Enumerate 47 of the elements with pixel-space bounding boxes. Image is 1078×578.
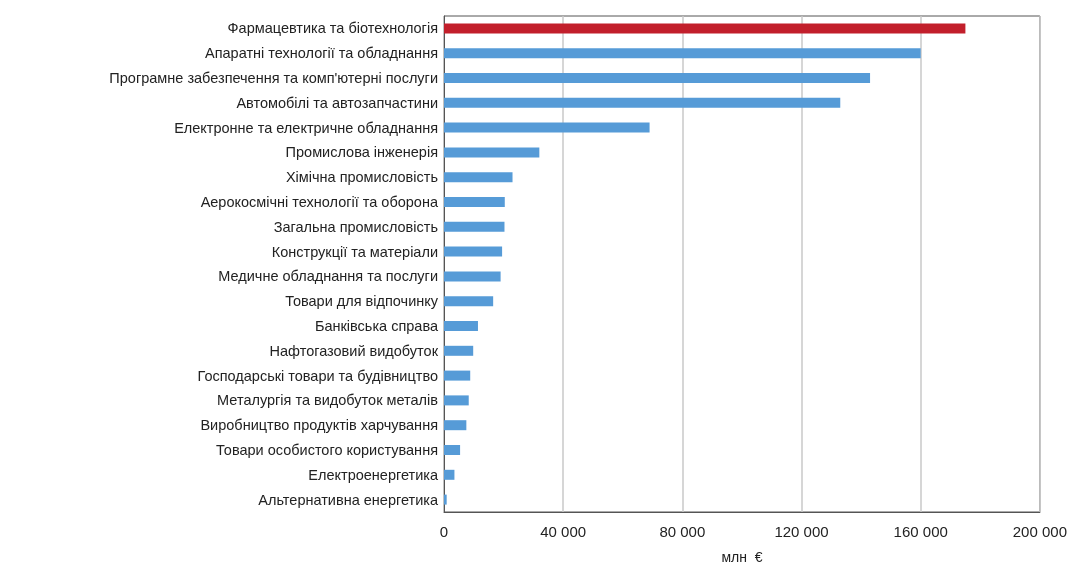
y-tick-label: Банківська справа [314, 318, 439, 334]
bar [444, 494, 447, 505]
bar [444, 345, 474, 356]
bar [444, 445, 461, 455]
bar [444, 420, 467, 431]
bar [444, 122, 650, 133]
bar [444, 147, 540, 158]
x-tick-label: 0 [439, 523, 449, 540]
y-tick-label: Товари особистого користування [216, 442, 438, 458]
bar [444, 23, 966, 34]
bar [444, 246, 503, 257]
x-tick-label: 80 000 [659, 523, 706, 540]
y-tick-label: Металургія та видобуток металів [217, 392, 439, 409]
bar [444, 321, 478, 331]
y-tick-label: Господарські товари та будівництво [197, 367, 438, 384]
y-tick-label: Альтернативна енергетика [258, 491, 439, 508]
bar [444, 296, 494, 307]
y-tick-label: Хімічна промисловість [285, 169, 438, 186]
x-tick-label: 120 000 [774, 523, 829, 540]
y-tick-label: Автомобілі та автозапчастини [236, 94, 438, 111]
y-tick-label: Виробництво продуктів харчування [200, 417, 438, 434]
y-tick-label: Програмне забезпечення та комп'ютерні послуги [109, 70, 438, 86]
y-tick-label: Електроенергетика [308, 466, 439, 483]
y-tick-label: Фармацевтика та біотехнологія [227, 20, 438, 37]
y-tick-label: Електронне та електричне обладнання [174, 119, 438, 136]
y-tick-label: Апаратні технології та обладнання [205, 45, 438, 62]
x-tick-label: 160 000 [893, 523, 948, 540]
y-tick-label: Загальна промисловість [273, 218, 438, 235]
bar [444, 469, 455, 480]
y-tick-label: Товари для відпочинку [285, 293, 439, 310]
bar [444, 221, 505, 232]
y-tick-label: Промислова інженерія [285, 144, 438, 161]
bar [444, 197, 505, 207]
bar [444, 48, 921, 59]
bar [444, 370, 471, 381]
y-tick-label: Конструкції та матеріали [271, 243, 438, 260]
y-tick-label: Медичне обладнання та послуги [218, 268, 438, 285]
bar [444, 172, 513, 183]
y-tick-label: Аерокосмічні технології та оборона [200, 194, 439, 210]
x-tick-label: 40 000 [540, 523, 587, 540]
y-tick-label: Нафтогазовий видобуток [269, 342, 439, 359]
bar [444, 271, 501, 282]
bar [444, 395, 469, 406]
bar [444, 97, 841, 108]
x-tick-label: 200 000 [1012, 523, 1068, 540]
x-axis-title: млн € [721, 549, 763, 565]
bar [444, 73, 871, 83]
